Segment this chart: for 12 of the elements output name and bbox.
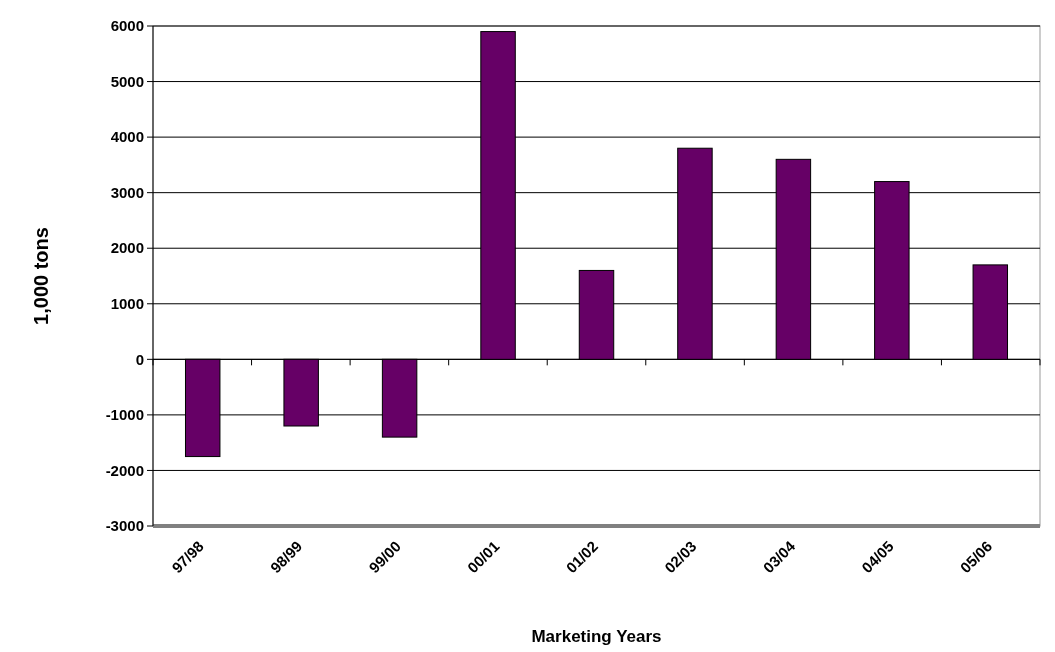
y-tick-label: 5000 [110,72,144,90]
y-tick-label: 4000 [110,128,144,146]
y-axis-title: 1,000 tons [30,227,52,325]
y-tick-label: -2000 [105,461,144,479]
y-tick-label: 3000 [110,183,144,201]
y-tick-label: 1000 [110,295,144,313]
x-axis-title: Marketing Years [531,627,662,646]
y-tick-label: 2000 [110,239,144,257]
y-tick-label: -3000 [105,517,144,535]
y-tick-label: 6000 [110,17,144,35]
y-tick-label: 0 [135,350,144,368]
y-tick-label: -1000 [105,406,144,424]
